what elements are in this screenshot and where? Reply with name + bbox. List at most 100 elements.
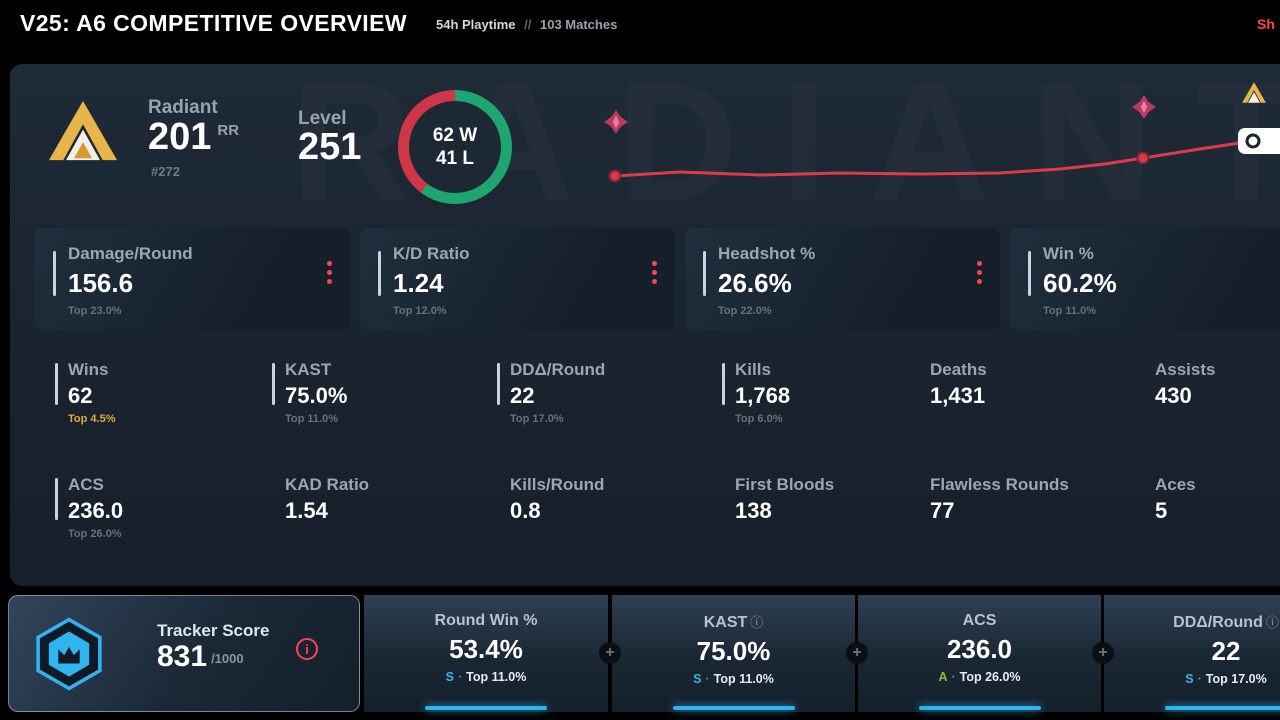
card-menu-icon[interactable] <box>652 261 657 284</box>
stat-top-percent: Top 22.0% <box>718 305 772 317</box>
stat-value: 26.6% <box>718 268 792 298</box>
session-summary: 54h Playtime // 103 Matches <box>436 17 617 32</box>
stat-label: First Bloods <box>735 475 835 494</box>
stat-top-percent: Top 11.0% <box>1043 305 1096 317</box>
stat-value: 1,768 <box>735 383 791 408</box>
stat-acs: ACS 236.0 Top 26.0% <box>55 475 268 540</box>
plus-icon[interactable]: + <box>846 642 868 664</box>
radiant-rank-icon <box>40 92 126 183</box>
stat-kills: Kills 1,768 Top 6.0% <box>722 360 935 425</box>
segment-value: 75.0% <box>696 636 771 666</box>
segment-active-underline <box>425 706 547 710</box>
rank-rating: 201 RR <box>148 116 240 158</box>
card-accent-bar <box>378 251 381 296</box>
stat-dd-per-round: DDΔ/Round 22 Top 17.0% <box>497 360 710 425</box>
stat-card-damage-per-round: Damage/Round 156.6 Top 23.0% <box>35 228 350 330</box>
segment-grade-row: S · Top 17.0% <box>1185 672 1267 686</box>
stat-value: 430 <box>1155 383 1192 408</box>
stat-value: 1.54 <box>285 498 328 523</box>
stat-label: Aces <box>1155 475 1196 494</box>
stat-top-percent: Top 17.0% <box>510 413 564 425</box>
stat-card-headshot: Headshot % 26.6% Top 22.0% <box>685 228 1000 330</box>
tracker-score-max: /1000 <box>211 651 244 666</box>
stat-value: 62 <box>68 383 93 408</box>
winloss-donut-center: 62 W 41 L <box>409 101 501 193</box>
segment-label: ACS <box>962 612 997 629</box>
stat-wins: Wins 62 Top 4.5% <box>55 360 268 425</box>
stat-value: 156.6 <box>68 268 134 298</box>
tracker-logo-icon <box>31 616 107 697</box>
segment-grade-row: S · Top 11.0% <box>445 670 527 684</box>
tracker-score-card[interactable]: Tracker Score 831/1000 i <box>8 595 360 712</box>
stat-label: KAST <box>285 360 332 379</box>
card-menu-icon[interactable] <box>327 261 332 284</box>
segment-label: Round Win % <box>434 612 538 629</box>
stat-label: DDΔ/Round <box>510 360 606 379</box>
immortal-rank-icon <box>1131 94 1157 125</box>
stat-value: 75.0% <box>285 383 348 408</box>
stat-label: Kills/Round <box>510 475 605 494</box>
stat-label: Assists <box>1155 360 1216 379</box>
stat-value: 0.8 <box>510 498 541 523</box>
radiant-rank-icon-small <box>1239 79 1269 114</box>
score-segment-acs[interactable]: ACS 236.0 A · Top 26.0% <box>858 595 1101 712</box>
segment-grade-row: S · Top 11.0% <box>693 672 774 686</box>
stat-value: 77 <box>930 498 955 523</box>
plus-icon[interactable]: + <box>1092 642 1114 664</box>
share-button[interactable]: Sh <box>1257 16 1275 32</box>
winloss-donut-chart: 62 W 41 L <box>398 90 512 204</box>
stat-value: 5 <box>1155 498 1168 523</box>
grade-badge: A <box>938 670 948 684</box>
rank-rating-sparkline <box>608 128 1280 183</box>
rr-suffix: RR <box>217 122 240 139</box>
info-icon[interactable]: ⓘ <box>1265 615 1279 630</box>
playtime-label: 54h Playtime <box>436 17 516 32</box>
stat-aces: Aces 5 <box>1155 475 1280 524</box>
card-accent-bar <box>703 251 706 296</box>
stat-label: KAD Ratio <box>285 475 370 494</box>
meta-separator: // <box>524 17 532 32</box>
stat-label: K/D Ratio <box>393 244 470 263</box>
segment-label: DDΔ/Round ⓘ <box>1173 614 1279 631</box>
score-segment-round-win[interactable]: Round Win % 53.4% S · Top 11.0% <box>364 595 608 712</box>
stat-label: Headshot % <box>718 244 816 263</box>
stat-deaths: Deaths 1,431 <box>930 360 1130 409</box>
stat-kast: KAST 75.0% Top 11.0% <box>272 360 485 425</box>
segment-grade-row: A · Top 26.0% <box>938 670 1021 684</box>
page-title: V25: A6 COMPETITIVE OVERVIEW <box>20 10 407 36</box>
stat-value: 1.24 <box>393 268 444 298</box>
stat-top-percent: Top 6.0% <box>735 413 783 425</box>
level-value: 251 <box>298 126 362 168</box>
tracker-score-value: 831/1000 <box>157 640 244 673</box>
stat-label: Flawless Rounds <box>930 475 1069 494</box>
segment-active-underline <box>1165 706 1280 710</box>
stat-top-percent: Top 4.5% <box>68 413 116 425</box>
leaderboard-rank: #272 <box>151 164 180 179</box>
info-icon[interactable]: i <box>296 638 318 660</box>
segment-active-underline <box>672 706 795 710</box>
level-label: Level <box>298 108 347 129</box>
stat-top-percent: Top 12.0% <box>393 305 447 317</box>
score-segment-kast[interactable]: KAST ⓘ 75.0% S · Top 11.0% <box>612 595 855 712</box>
score-segment-dd-per-round[interactable]: DDΔ/Round ⓘ 22 S · Top 17.0% <box>1104 595 1280 712</box>
stat-value: 60.2% <box>1043 268 1117 298</box>
card-accent-bar <box>1028 251 1031 296</box>
segment-value: 22 <box>1211 636 1241 666</box>
stat-value: 236.0 <box>68 498 124 523</box>
matches-label: 103 Matches <box>539 17 618 32</box>
stat-value: 22 <box>510 383 535 408</box>
segment-value: 53.4% <box>449 634 523 664</box>
wins-count: 62 W <box>432 125 478 146</box>
plus-icon[interactable]: + <box>599 642 621 664</box>
grade-badge: S <box>445 670 454 684</box>
card-menu-icon[interactable] <box>977 261 982 284</box>
grade-badge: S <box>693 672 702 686</box>
info-icon[interactable]: ⓘ <box>750 615 764 630</box>
immortal-rank-icon <box>603 109 629 140</box>
tracker-score-label: Tracker Score <box>157 621 270 640</box>
chart-point-start <box>608 169 622 183</box>
stat-first-bloods: First Bloods 138 <box>735 475 935 524</box>
losses-count: 41 L <box>435 148 475 169</box>
stat-value: 1,431 <box>930 383 986 408</box>
